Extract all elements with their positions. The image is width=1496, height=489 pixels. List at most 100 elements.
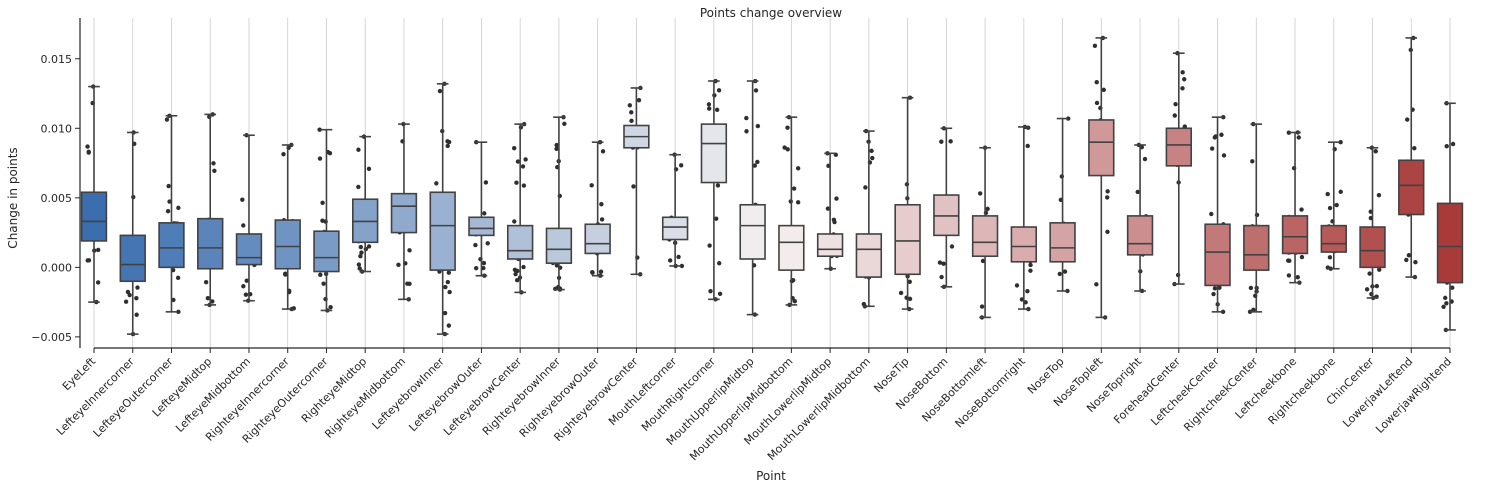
strip-point [825, 206, 831, 211]
strip-point [95, 280, 101, 285]
box-LefteyeOutercorner [158, 114, 185, 313]
strip-point [445, 143, 450, 149]
x-tick-label: Rightcheekbone [1266, 355, 1339, 428]
strip-point [1338, 189, 1343, 195]
x-tick-label: MouthRightcorner [639, 355, 718, 434]
strip-point [447, 289, 452, 295]
strip-point [589, 183, 594, 188]
x-tick-label: LowerjawLeftend [1340, 355, 1415, 430]
strip-point [1135, 189, 1140, 195]
strip-point [443, 284, 448, 290]
strip-point [949, 244, 955, 249]
strip-point [948, 139, 953, 144]
strip-point [1286, 130, 1292, 135]
x-tick-labels: EyeLeftLefteyeInnercornerLefteyeOutercor… [54, 354, 1454, 463]
strip-point [631, 184, 636, 189]
x-tick-label: MouthLeftcorner [606, 355, 680, 429]
box-iqr [429, 191, 456, 271]
strip-point [1377, 267, 1382, 272]
box-iqr [1281, 215, 1309, 255]
x-tick-label: LeftcheekCenter [1148, 355, 1222, 429]
strip-point [1404, 257, 1409, 263]
strip-point [1406, 253, 1412, 258]
strip-point [356, 184, 361, 190]
strip-point [1142, 156, 1148, 162]
box-iqr [584, 223, 611, 255]
strip-point [1180, 70, 1185, 75]
x-axis-title: Point [756, 469, 786, 483]
box-iqr [545, 227, 573, 264]
strip-point [1105, 229, 1110, 235]
strip-point [627, 103, 633, 108]
strip-point [1450, 141, 1456, 147]
vertical-gridlines [93, 18, 1451, 348]
box-RighteyeOutercorner [313, 128, 340, 312]
strip-point [1444, 144, 1449, 149]
strip-point [1444, 301, 1449, 306]
strip-point [514, 278, 520, 283]
strip-point [1105, 189, 1110, 194]
strip-point [513, 271, 518, 277]
box-iqr [1398, 159, 1425, 216]
y-tick-label: −0.005 [31, 331, 72, 344]
strip-point [1373, 149, 1378, 154]
strip-point [869, 148, 874, 154]
strip-point [1285, 258, 1291, 263]
strip-point [744, 115, 749, 121]
strip-point [979, 304, 985, 309]
strip-point [1364, 287, 1370, 292]
box-LowerjawRightend [1436, 102, 1464, 331]
box-NoseTip [894, 96, 921, 310]
strip-point [1327, 205, 1333, 211]
strip-point [446, 323, 452, 328]
strip-point [211, 161, 216, 166]
box-iqr [1088, 119, 1115, 177]
y-axis-title: Change in points [6, 147, 20, 248]
box-iqr [1010, 226, 1038, 263]
strip-point [446, 139, 452, 145]
box-LowerjawLeftend [1398, 37, 1425, 278]
strip-point [1182, 77, 1187, 82]
box-MouthUpperlipMidbottom [778, 116, 805, 306]
box-LeftcheekCenter [1204, 116, 1231, 313]
strip-point [317, 156, 323, 161]
strip-point [1299, 254, 1305, 260]
strip-point [357, 266, 362, 271]
strip-point [977, 191, 983, 196]
box-RightcheekCenter [1243, 123, 1270, 313]
strip-point [1025, 143, 1030, 149]
box-iqr [971, 215, 999, 258]
strip-point [1413, 259, 1418, 265]
strip-point [1250, 159, 1255, 164]
box-RighteyeMidbottom [390, 123, 418, 301]
strip-point [482, 211, 487, 216]
strip-point [473, 265, 479, 271]
box-iqr [468, 216, 495, 237]
strip-point [212, 168, 217, 173]
box-LefteyebrowCenter [506, 123, 534, 294]
strip-point [1296, 135, 1301, 140]
strip-point [679, 263, 685, 269]
strip-point [442, 310, 448, 316]
box-RighteyebrowCenter [623, 87, 650, 276]
strip-point [629, 118, 634, 124]
strip-point [515, 159, 521, 164]
strip-point [164, 117, 170, 122]
strip-point [328, 304, 333, 310]
strip-point [1367, 271, 1372, 276]
box-iqr [313, 230, 340, 273]
strip-point [980, 258, 986, 264]
strip-point [241, 223, 246, 228]
strip-point [514, 180, 519, 185]
strip-point [1094, 100, 1100, 106]
strip-point [1028, 268, 1033, 273]
strip-point [1105, 195, 1110, 200]
box-RighteyebrowOuter [584, 141, 611, 277]
strip-point [755, 123, 761, 129]
strip-point [1443, 295, 1448, 301]
strip-point [240, 197, 245, 202]
strip-point [1248, 285, 1254, 291]
strip-point [175, 275, 181, 281]
box-iqr [739, 203, 766, 260]
strip-point [782, 145, 787, 150]
